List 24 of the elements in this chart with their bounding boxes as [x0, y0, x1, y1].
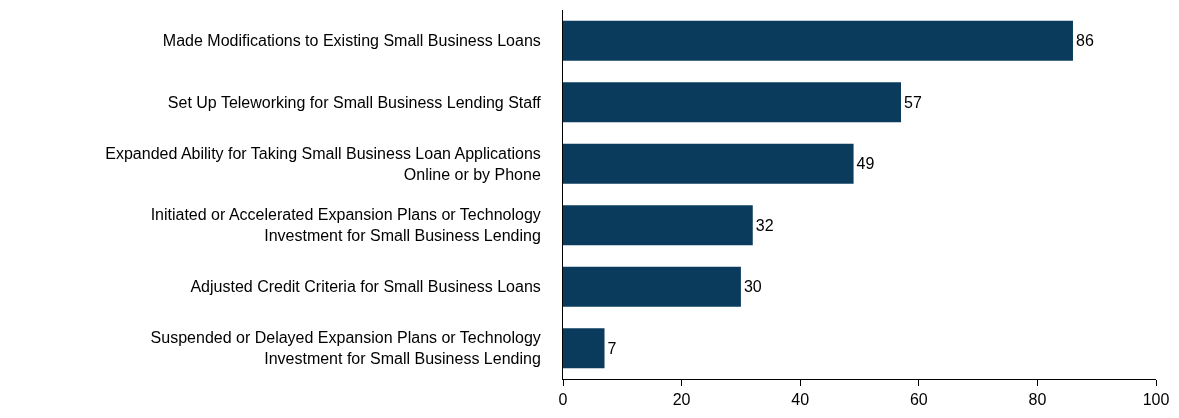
bar: [563, 20, 1073, 61]
x-tick-label: 40: [791, 391, 810, 409]
x-tick-label: 100: [1142, 391, 1170, 409]
data-label: 57: [904, 93, 922, 111]
bar: [563, 328, 605, 369]
y-tick-label: Made Modifications to Existing Small Business Loans: [162, 32, 541, 50]
x-tick-label: 0: [558, 391, 568, 409]
x-tick-label: 60: [909, 391, 928, 409]
y-tick-label: Initiated or Accelerated Expansion Plans or Technology Investment for Small Business Lending: [150, 206, 541, 245]
data-label: 30: [743, 278, 762, 296]
data-label: 32: [755, 216, 774, 234]
data-label: 86: [1075, 32, 1094, 50]
bar: [563, 82, 902, 123]
data-label: 7: [607, 339, 617, 357]
y-tick-label: Set Up Teleworking for Small Business Lending Staff: [167, 93, 542, 111]
bar: [563, 205, 753, 246]
data-label: 49: [856, 155, 875, 173]
x-tick-label: 20: [672, 391, 691, 409]
x-tick-label: 80: [1028, 391, 1047, 409]
y-tick-label: Suspended or Delayed Expansion Plans or Technology Investment for Small Business Lending: [150, 329, 541, 368]
bar: [563, 266, 741, 307]
y-tick-label: Expanded Ability for Taking Small Business Loan Applications Online or by Phone: [105, 144, 541, 183]
y-tick-label: Adjusted Credit Criteria for Small Business Loans: [190, 278, 541, 296]
bar: [563, 143, 854, 184]
